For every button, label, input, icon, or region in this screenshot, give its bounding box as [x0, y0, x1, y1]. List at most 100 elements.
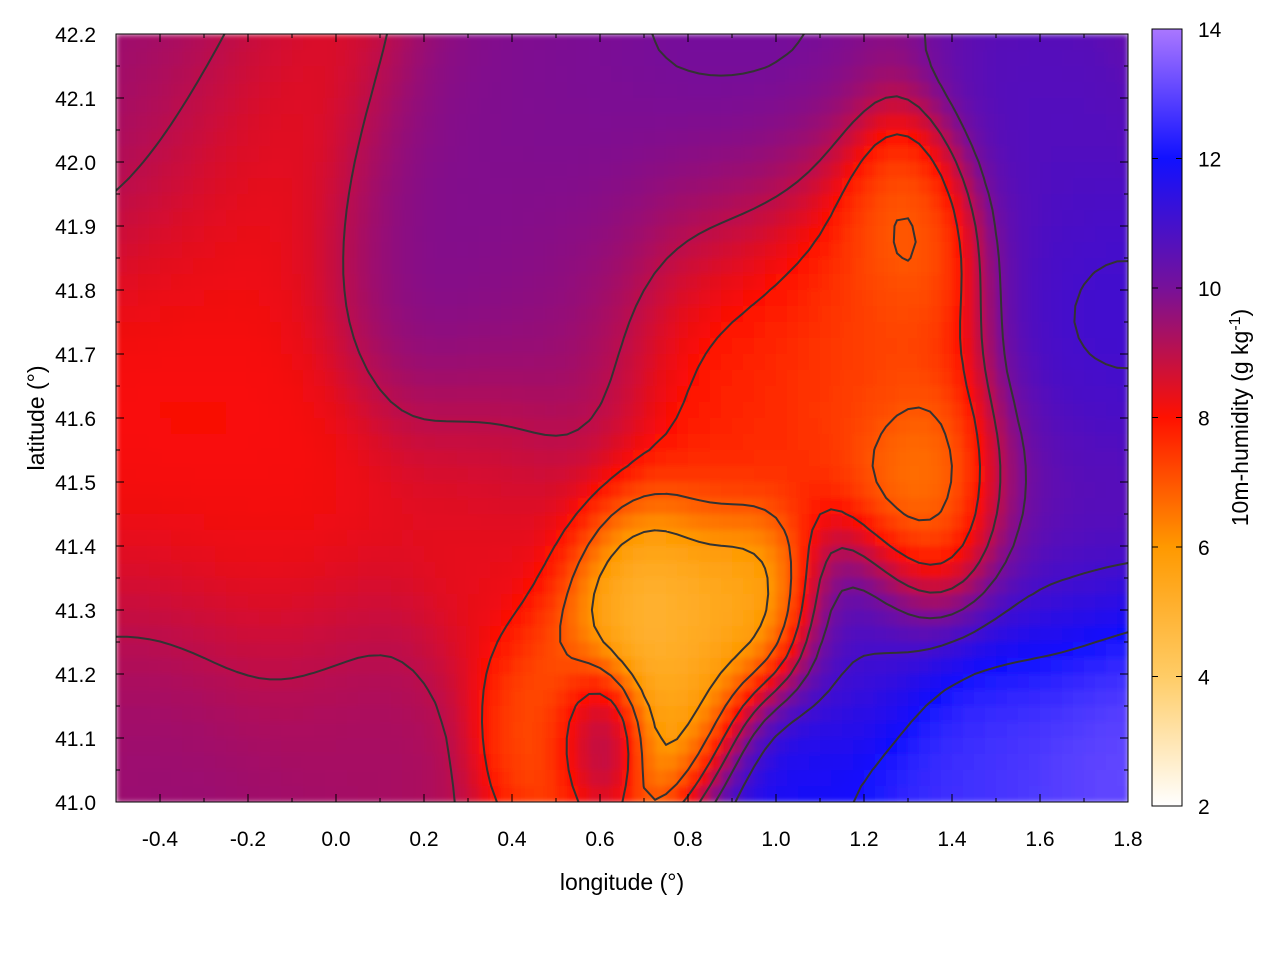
- heatmap-cell: [600, 114, 612, 131]
- heatmap-cell: [578, 530, 590, 547]
- heatmap-cell: [996, 242, 1008, 259]
- heatmap-cell: [688, 658, 700, 675]
- contour-line: [559, 217, 953, 801]
- heatmap-cell: [699, 770, 711, 787]
- heatmap-cell: [1095, 162, 1107, 179]
- heatmap-cell: [941, 50, 953, 67]
- heatmap-cell: [809, 50, 821, 67]
- heatmap-cell: [996, 418, 1008, 435]
- heatmap-cell: [919, 578, 931, 595]
- heatmap-cell: [248, 194, 260, 211]
- heatmap-cell: [160, 578, 172, 595]
- heatmap-cell: [666, 594, 678, 611]
- heatmap-cell: [347, 642, 359, 659]
- heatmap-cell: [666, 130, 678, 147]
- heatmap-cell: [490, 706, 502, 723]
- heatmap-cell: [699, 578, 711, 595]
- heatmap-cell: [567, 274, 579, 291]
- heatmap-cell: [1084, 386, 1096, 403]
- heatmap-cell: [413, 642, 425, 659]
- heatmap-cell: [930, 258, 942, 275]
- heatmap-cell: [237, 530, 249, 547]
- heatmap-cell: [413, 754, 425, 771]
- heatmap-cell: [688, 466, 700, 483]
- heatmap-cell: [589, 178, 601, 195]
- heatmap-cell: [215, 530, 227, 547]
- heatmap-cell: [336, 210, 348, 227]
- heatmap-cell: [193, 482, 205, 499]
- heatmap-cell: [336, 194, 348, 211]
- heatmap-cell: [787, 194, 799, 211]
- heatmap-cell: [952, 194, 964, 211]
- heatmap-cell: [336, 674, 348, 691]
- heatmap-cell: [413, 562, 425, 579]
- heatmap-cell: [534, 546, 546, 563]
- heatmap-cell: [1084, 434, 1096, 451]
- heatmap-cell: [842, 178, 854, 195]
- heatmap-cell: [1040, 66, 1052, 83]
- heatmap-cell: [600, 82, 612, 99]
- heatmap-cell: [204, 418, 216, 435]
- heatmap-cell: [116, 770, 128, 787]
- heatmap-cell: [490, 50, 502, 67]
- heatmap-cell: [347, 562, 359, 579]
- heatmap-cell: [578, 274, 590, 291]
- heatmap-cell: [644, 130, 656, 147]
- heatmap-cell: [1062, 658, 1074, 675]
- heatmap-cell: [809, 82, 821, 99]
- heatmap-cell: [688, 210, 700, 227]
- heatmap-cell: [556, 514, 568, 531]
- heatmap-cell: [985, 658, 997, 675]
- heatmap-cell: [160, 658, 172, 675]
- heatmap-cell: [149, 706, 161, 723]
- heatmap-cell: [215, 482, 227, 499]
- heatmap-cell: [853, 210, 865, 227]
- heatmap-cell: [589, 226, 601, 243]
- heatmap-cell: [325, 546, 337, 563]
- heatmap-cell: [248, 738, 260, 755]
- heatmap-cell: [798, 690, 810, 707]
- heatmap-cell: [468, 338, 480, 355]
- heatmap-cell: [347, 658, 359, 675]
- heatmap-cell: [578, 66, 590, 83]
- x-tick-label: 0.0: [321, 828, 350, 851]
- heatmap-cell: [677, 98, 689, 115]
- heatmap-cell: [512, 338, 524, 355]
- heatmap-cell: [490, 418, 502, 435]
- heatmap-cell: [248, 418, 260, 435]
- heatmap-cell: [963, 354, 975, 371]
- heatmap-cell: [732, 338, 744, 355]
- heatmap-cell: [864, 354, 876, 371]
- heatmap-cell: [490, 770, 502, 787]
- heatmap-cell: [512, 130, 524, 147]
- heatmap-cell: [996, 146, 1008, 163]
- heatmap-cell: [369, 210, 381, 227]
- heatmap-cell: [545, 322, 557, 339]
- heatmap-cell: [842, 386, 854, 403]
- heatmap-cell: [457, 546, 469, 563]
- heatmap-cell: [1029, 754, 1041, 771]
- heatmap-cell: [996, 402, 1008, 419]
- heatmap-cell: [138, 194, 150, 211]
- heatmap-cell: [292, 434, 304, 451]
- heatmap-cell: [270, 66, 282, 83]
- heatmap-cell: [435, 610, 447, 627]
- heatmap-cell: [930, 594, 942, 611]
- heatmap-cell: [490, 226, 502, 243]
- heatmap-cell: [853, 290, 865, 307]
- heatmap-cell: [743, 178, 755, 195]
- heatmap-cell: [1051, 82, 1063, 99]
- heatmap-cell: [237, 210, 249, 227]
- heatmap-cell: [644, 34, 656, 51]
- heatmap-cell: [369, 434, 381, 451]
- heatmap-cell: [138, 322, 150, 339]
- heatmap-cell: [1007, 498, 1019, 515]
- heatmap-cell: [952, 786, 964, 802]
- heatmap-cell: [1040, 450, 1052, 467]
- heatmap-cell: [897, 658, 909, 675]
- heatmap-cell: [457, 722, 469, 739]
- heatmap-cell: [193, 642, 205, 659]
- heatmap-cell: [776, 466, 788, 483]
- heatmap-cell: [545, 786, 557, 802]
- heatmap-cell: [534, 146, 546, 163]
